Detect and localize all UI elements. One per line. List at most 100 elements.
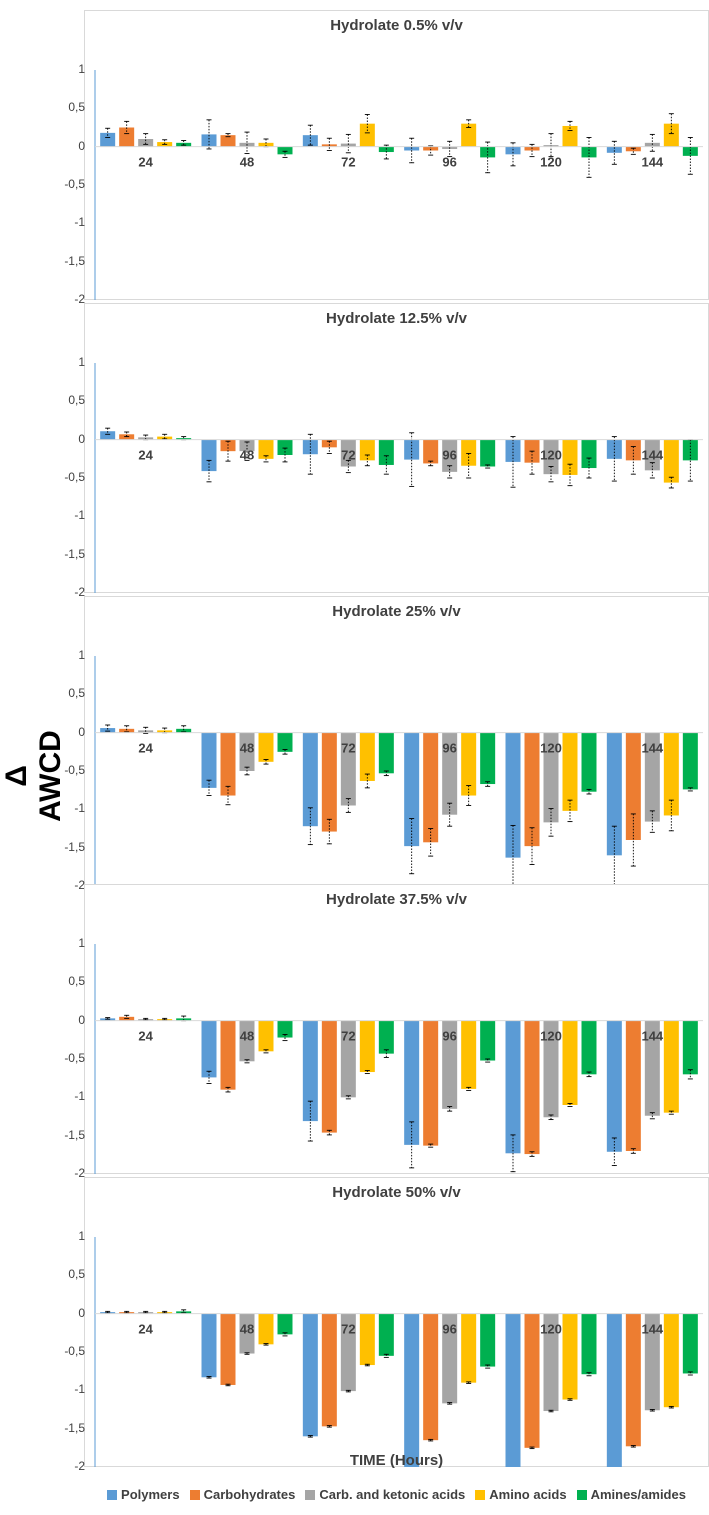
chart-panel: Hydrolate 37.5% v/v 24 48 72 96 120 144 1 0,5 0 -0… — [64, 884, 709, 1180]
bar — [119, 728, 135, 733]
category-label: 96 — [442, 155, 456, 170]
bar — [682, 1313, 698, 1374]
bar — [258, 439, 274, 459]
bar — [562, 1313, 578, 1400]
bar — [100, 132, 116, 147]
bar — [423, 1020, 439, 1146]
legend-label: Carbohydrates — [203, 1487, 296, 1502]
x-axis-label: TIME (Hours) — [349, 1452, 444, 1469]
category-label: 120 — [540, 155, 562, 170]
bar — [663, 732, 679, 816]
bar — [581, 439, 597, 469]
y-tick-label: -1,5 — [64, 1127, 85, 1142]
bar — [176, 438, 192, 440]
y-tick-label: 0,5 — [68, 686, 85, 701]
category-label: 48 — [240, 1029, 254, 1044]
bar — [239, 732, 255, 771]
bar — [644, 732, 660, 822]
bar — [644, 1020, 660, 1116]
bar — [359, 732, 375, 781]
bar — [644, 1313, 660, 1411]
bar — [461, 439, 477, 466]
bar — [442, 439, 458, 472]
y-tick-label: 0 — [78, 1012, 85, 1027]
bar — [378, 732, 394, 774]
legend-swatch — [189, 1489, 200, 1500]
category-label: 48 — [240, 741, 254, 756]
bar — [220, 1313, 236, 1385]
bar — [423, 146, 439, 151]
bar — [625, 732, 641, 840]
y-tick-label: -1 — [74, 215, 85, 230]
bar — [442, 1313, 458, 1404]
bar — [321, 1313, 337, 1427]
bar — [505, 146, 521, 155]
bar — [220, 1020, 236, 1090]
bar — [442, 732, 458, 815]
category-label: 96 — [442, 448, 456, 463]
bar — [201, 134, 217, 147]
y-tick-label: 1 — [78, 62, 85, 76]
bar — [625, 1020, 641, 1151]
chart-svg: 24 48 72 96 120 144 — [94, 944, 703, 1174]
bar — [277, 732, 293, 752]
y-tick-label: -1,5 — [64, 839, 85, 854]
chart-svg: 24 48 72 96 120 144 — [94, 656, 703, 887]
y-tick-label: -1,5 — [64, 253, 85, 268]
bar — [100, 431, 116, 440]
chart-svg: 24 48 72 96 120 144 — [94, 1237, 703, 1467]
chart-svg: 24 48 72 96 120 144 — [94, 70, 703, 300]
y-tick-label: 0 — [78, 431, 85, 446]
bar — [277, 439, 293, 455]
bar — [663, 1020, 679, 1113]
bar — [423, 439, 439, 464]
bar — [606, 146, 622, 153]
bar — [461, 123, 477, 147]
legend-item: Carbohydrates — [189, 1487, 296, 1502]
bar — [340, 1020, 356, 1098]
legend-label: Carb. and ketonic acids — [319, 1487, 466, 1502]
y-tick-label: 0,5 — [68, 393, 85, 408]
bar — [359, 1020, 375, 1073]
chart-title: Hydrolate 0.5% v/v — [330, 17, 463, 34]
bar — [277, 1020, 293, 1038]
category-label: 96 — [442, 1029, 456, 1044]
y-tick-label: -2 — [74, 585, 85, 599]
category-label: 72 — [341, 448, 355, 463]
category-label: 72 — [341, 1322, 355, 1337]
bar — [461, 1020, 477, 1089]
y-tick-label: 1 — [78, 1229, 85, 1243]
y-tick-label: 0,5 — [68, 1267, 85, 1282]
bar — [239, 1313, 255, 1354]
category-label: 120 — [540, 741, 562, 756]
bar — [663, 1313, 679, 1408]
bar — [378, 1020, 394, 1054]
bar — [404, 1313, 420, 1467]
y-tick-label: -1 — [74, 508, 85, 523]
bar — [220, 732, 236, 796]
category-label: 96 — [442, 1322, 456, 1337]
bar — [480, 1020, 496, 1061]
bar — [480, 439, 496, 467]
bar — [340, 439, 356, 467]
bar — [606, 732, 622, 856]
bar — [581, 1313, 597, 1375]
bar — [524, 1313, 540, 1448]
legend-swatch — [107, 1489, 118, 1500]
bar — [461, 732, 477, 796]
bar — [220, 135, 236, 147]
bar — [581, 732, 597, 792]
bar — [404, 732, 420, 847]
legend-label: Amino acids — [489, 1487, 567, 1502]
bar — [663, 439, 679, 483]
category-label: 24 — [138, 1029, 153, 1044]
bar — [562, 1020, 578, 1105]
category-label: 48 — [240, 448, 254, 463]
bar — [340, 143, 356, 147]
category-label: 120 — [540, 1322, 562, 1337]
y-tick-label: -0,5 — [64, 1051, 85, 1065]
y-tick-label: 1 — [78, 936, 85, 950]
y-tick-label: 0,5 — [68, 974, 85, 989]
y-tick-label: -0,5 — [64, 177, 85, 191]
category-label: 24 — [138, 155, 153, 170]
